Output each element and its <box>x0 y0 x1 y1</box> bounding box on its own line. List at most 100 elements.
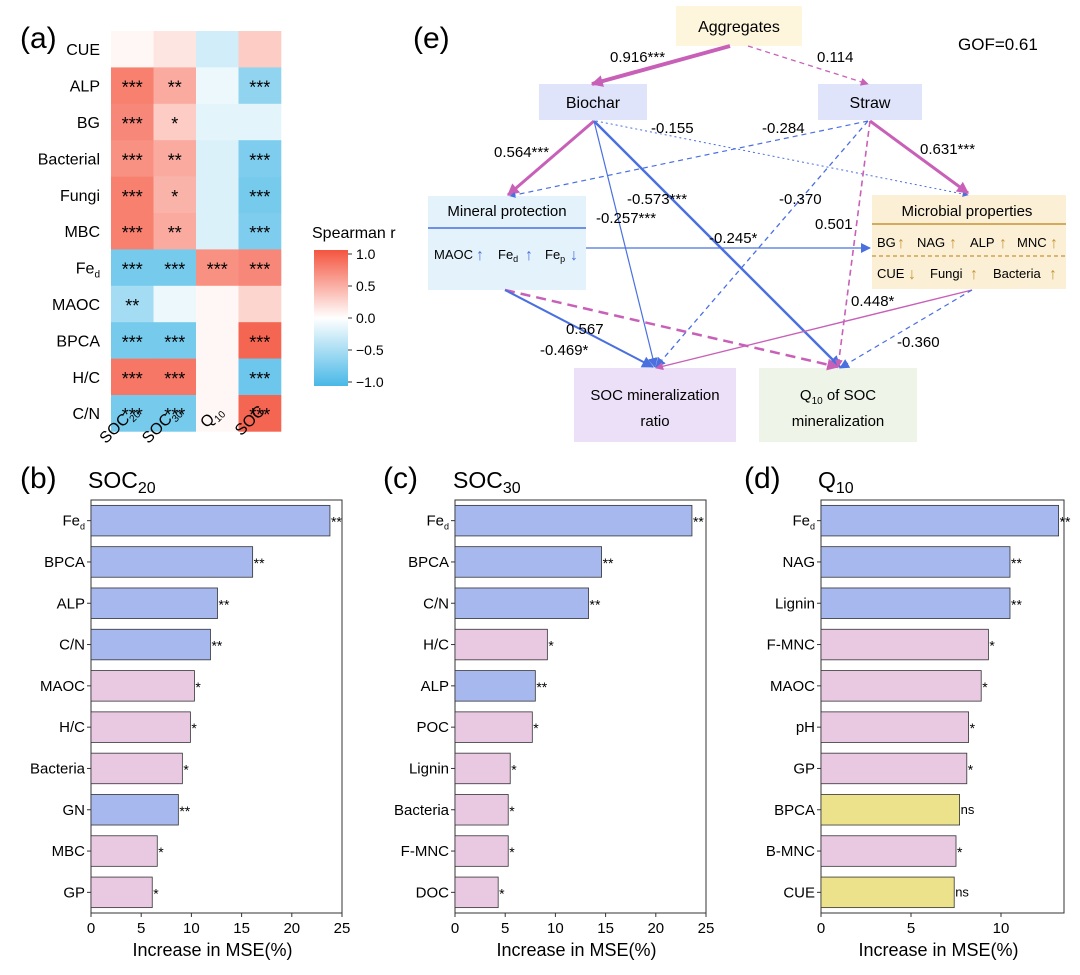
heatmap-cell <box>196 176 239 214</box>
path-biochar-mineral <box>507 119 595 197</box>
up-arrow-icon: ↑ <box>897 235 905 252</box>
legend-tick-label: 1.0 <box>356 246 376 262</box>
heatmap-cell <box>238 249 282 287</box>
x-tick-label: 0 <box>87 920 95 937</box>
x-tick-label: 5 <box>137 920 145 937</box>
x-tick-label: 10 <box>547 920 564 937</box>
path-coefficient: -0.573*** <box>627 191 687 208</box>
panel-e: (e) GOF=0.61 Aggregates Biochar Straw Mi… <box>413 6 1066 442</box>
bar-significance: ** <box>331 514 342 530</box>
heatmap-cell <box>153 140 197 177</box>
panel-a: (a) *** ** ****** **** ** ****** * ****** ** ****… <box>20 22 396 447</box>
heatmap-significance-mark: *** <box>207 260 228 280</box>
path-straw-microbial <box>869 119 969 195</box>
heatmap-significance-mark: ** <box>168 78 182 98</box>
bar <box>454 670 536 702</box>
heatmap-row-label: MBC <box>64 224 100 241</box>
heatmap-row-label: CUE <box>66 42 100 59</box>
legend-tick-label: −1.0 <box>356 374 384 390</box>
heatmap-cell <box>153 176 197 214</box>
heatmap-significance-mark: ** <box>125 296 139 316</box>
plot-frame <box>454 499 707 914</box>
bar <box>454 711 533 743</box>
heatmap-cell <box>238 31 282 68</box>
y-tick-label: BPCA <box>774 802 815 819</box>
microbial-item: NAG <box>917 235 945 250</box>
bar <box>90 711 191 743</box>
bar-significance: ** <box>211 638 222 654</box>
bar <box>454 876 499 909</box>
bar-significance: ** <box>254 555 265 571</box>
heatmap-cells <box>111 31 282 432</box>
bar-significance: ** <box>1011 596 1022 612</box>
path-coefficient: 0.448* <box>851 293 895 310</box>
y-tick-label: BPCA <box>44 554 85 571</box>
heatmap-significance-mark: *** <box>164 332 185 352</box>
path-agg-biochar <box>590 44 731 87</box>
node-biochar <box>539 84 647 120</box>
up-arrow-icon: ↑ <box>1050 235 1058 252</box>
y-tick-label: GN <box>63 802 86 819</box>
heatmap-cell <box>153 213 197 250</box>
heatmap-cell <box>153 395 197 432</box>
y-tick-label: POC <box>416 719 449 736</box>
bar <box>820 711 970 743</box>
panel-c: (c) SOC30**Fed**BPCA**C/N*H/C**ALP*POC*L… <box>383 462 714 960</box>
path-straw-q10 <box>834 120 871 368</box>
x-tick-label: 10 <box>183 920 200 937</box>
heatmap-cell <box>153 31 197 68</box>
heatmap-cell <box>111 31 154 68</box>
up-arrow-icon: ↑ <box>970 266 978 283</box>
y-tick-label: Fed <box>62 513 85 532</box>
path-coefficient: 0.564*** <box>494 144 549 161</box>
path-coefficient: 0.916*** <box>610 49 665 66</box>
bar-significance: ** <box>536 679 547 695</box>
x-tick-label: 15 <box>233 920 250 937</box>
y-tick-label: H/C <box>423 637 449 654</box>
heatmap-significance-mark: *** <box>249 405 270 425</box>
legend-tick-label: 0.0 <box>356 310 376 326</box>
heatmap-significance-mark: ** <box>168 223 182 243</box>
bar <box>90 587 218 619</box>
y-tick-label: pH <box>796 719 815 736</box>
plot-frame <box>90 499 343 914</box>
path-coefficient: 0.501 <box>815 216 853 233</box>
heatmap-significance-mark: *** <box>122 369 143 389</box>
heatmap-significance-mark: * <box>171 187 178 207</box>
node-soc-ratio-line1: SOC mineralization <box>590 387 719 404</box>
heatmap-cell <box>196 213 239 250</box>
heatmap-cell <box>196 140 239 177</box>
bar <box>90 628 211 661</box>
x-tick-label: 5 <box>907 920 915 937</box>
bar-significance: * <box>509 844 515 860</box>
gof-label: GOF=0.61 <box>958 35 1038 54</box>
heatmap-significance-mark: *** <box>249 187 270 207</box>
microbial-item: ALP <box>970 235 995 250</box>
bar-significance: * <box>509 803 515 819</box>
heatmap-significance-mark: *** <box>122 114 143 134</box>
bar-significance: * <box>548 638 554 654</box>
y-tick-label: Bacteria <box>394 802 450 819</box>
bar-significance: ns <box>955 884 969 899</box>
bar-significance: ** <box>603 555 614 571</box>
heatmap-cell <box>111 322 154 359</box>
heatmap-row-label: H/C <box>72 370 100 387</box>
bar-significance: * <box>191 720 197 736</box>
down-arrow-icon: ↓ <box>570 247 578 264</box>
bar-significance: ** <box>1011 555 1022 571</box>
bar-significance: ** <box>693 514 704 530</box>
microbial-item: BG <box>877 235 896 250</box>
bar <box>90 794 179 826</box>
y-tick-label: F-MNC <box>767 637 815 654</box>
heatmap-significance-mark: *** <box>122 332 143 352</box>
bar <box>90 546 254 578</box>
x-tick-label: 20 <box>283 920 300 937</box>
legend-title: Spearman r <box>312 225 396 242</box>
bar-significance: * <box>183 761 189 777</box>
path-mineral-socratio <box>504 289 655 368</box>
bar <box>90 670 195 702</box>
y-tick-label: GP <box>793 760 815 777</box>
microbial-item: CUE <box>877 266 905 281</box>
heatmap-cell <box>153 103 197 141</box>
